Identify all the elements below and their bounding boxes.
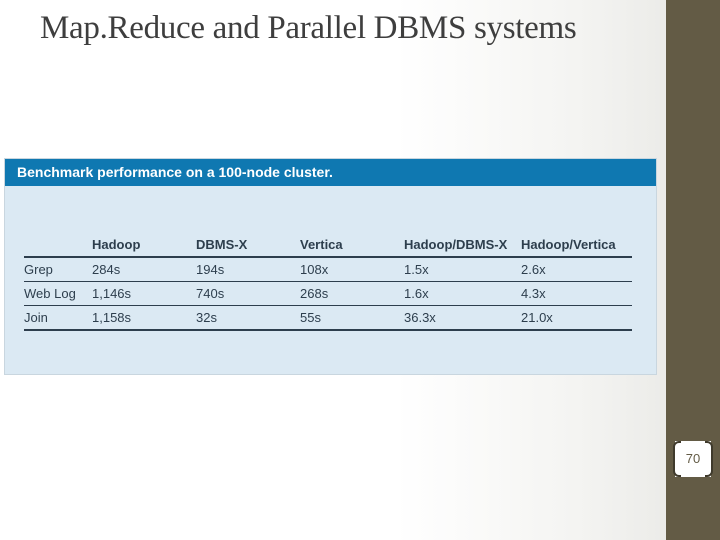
- benchmark-table: Hadoop DBMS-X Vertica Hadoop/DBMS-X Hado…: [24, 233, 632, 331]
- table-cell: 4.3x: [521, 281, 632, 306]
- benchmark-figure: Benchmark performance on a 100-node clus…: [4, 158, 657, 375]
- table-cell: 1.6x: [404, 281, 521, 306]
- table-row: Grep 284s 194s 108x 1.5x 2.6x: [24, 257, 632, 282]
- column-header: Vertica: [300, 233, 404, 258]
- column-header: Hadoop: [92, 233, 196, 258]
- page-number-bracket-right: [705, 441, 713, 477]
- column-header: Hadoop/Vertica: [521, 233, 632, 258]
- table-cell: 55s: [300, 305, 404, 331]
- table-cell: Grep: [24, 257, 92, 282]
- table-cell: Join: [24, 305, 92, 331]
- table-cell: 284s: [92, 257, 196, 282]
- page-number-bracket-left: [673, 441, 681, 477]
- table-cell: 2.6x: [521, 257, 632, 282]
- table-cell: 1,158s: [92, 305, 196, 331]
- figure-caption: Benchmark performance on a 100-node clus…: [5, 159, 656, 186]
- table-header-row: Hadoop DBMS-X Vertica Hadoop/DBMS-X Hado…: [24, 233, 632, 258]
- table-cell: 1,146s: [92, 281, 196, 306]
- table-cell: Web Log: [24, 281, 92, 306]
- column-header: [24, 233, 92, 258]
- page-number: 70: [685, 451, 701, 466]
- table-cell: 36.3x: [404, 305, 521, 331]
- table-cell: 740s: [196, 281, 300, 306]
- slide-title: Map.Reduce and Parallel DBMS systems: [40, 10, 577, 46]
- table-cell: 1.5x: [404, 257, 521, 282]
- column-header: DBMS-X: [196, 233, 300, 258]
- column-header: Hadoop/DBMS-X: [404, 233, 521, 258]
- table-cell: 108x: [300, 257, 404, 282]
- table-cell: 194s: [196, 257, 300, 282]
- table-cell: 32s: [196, 305, 300, 331]
- table-row: Web Log 1,146s 740s 268s 1.6x 4.3x: [24, 281, 632, 306]
- table-cell: 21.0x: [521, 305, 632, 331]
- table-cell: 268s: [300, 281, 404, 306]
- table-row: Join 1,158s 32s 55s 36.3x 21.0x: [24, 305, 632, 331]
